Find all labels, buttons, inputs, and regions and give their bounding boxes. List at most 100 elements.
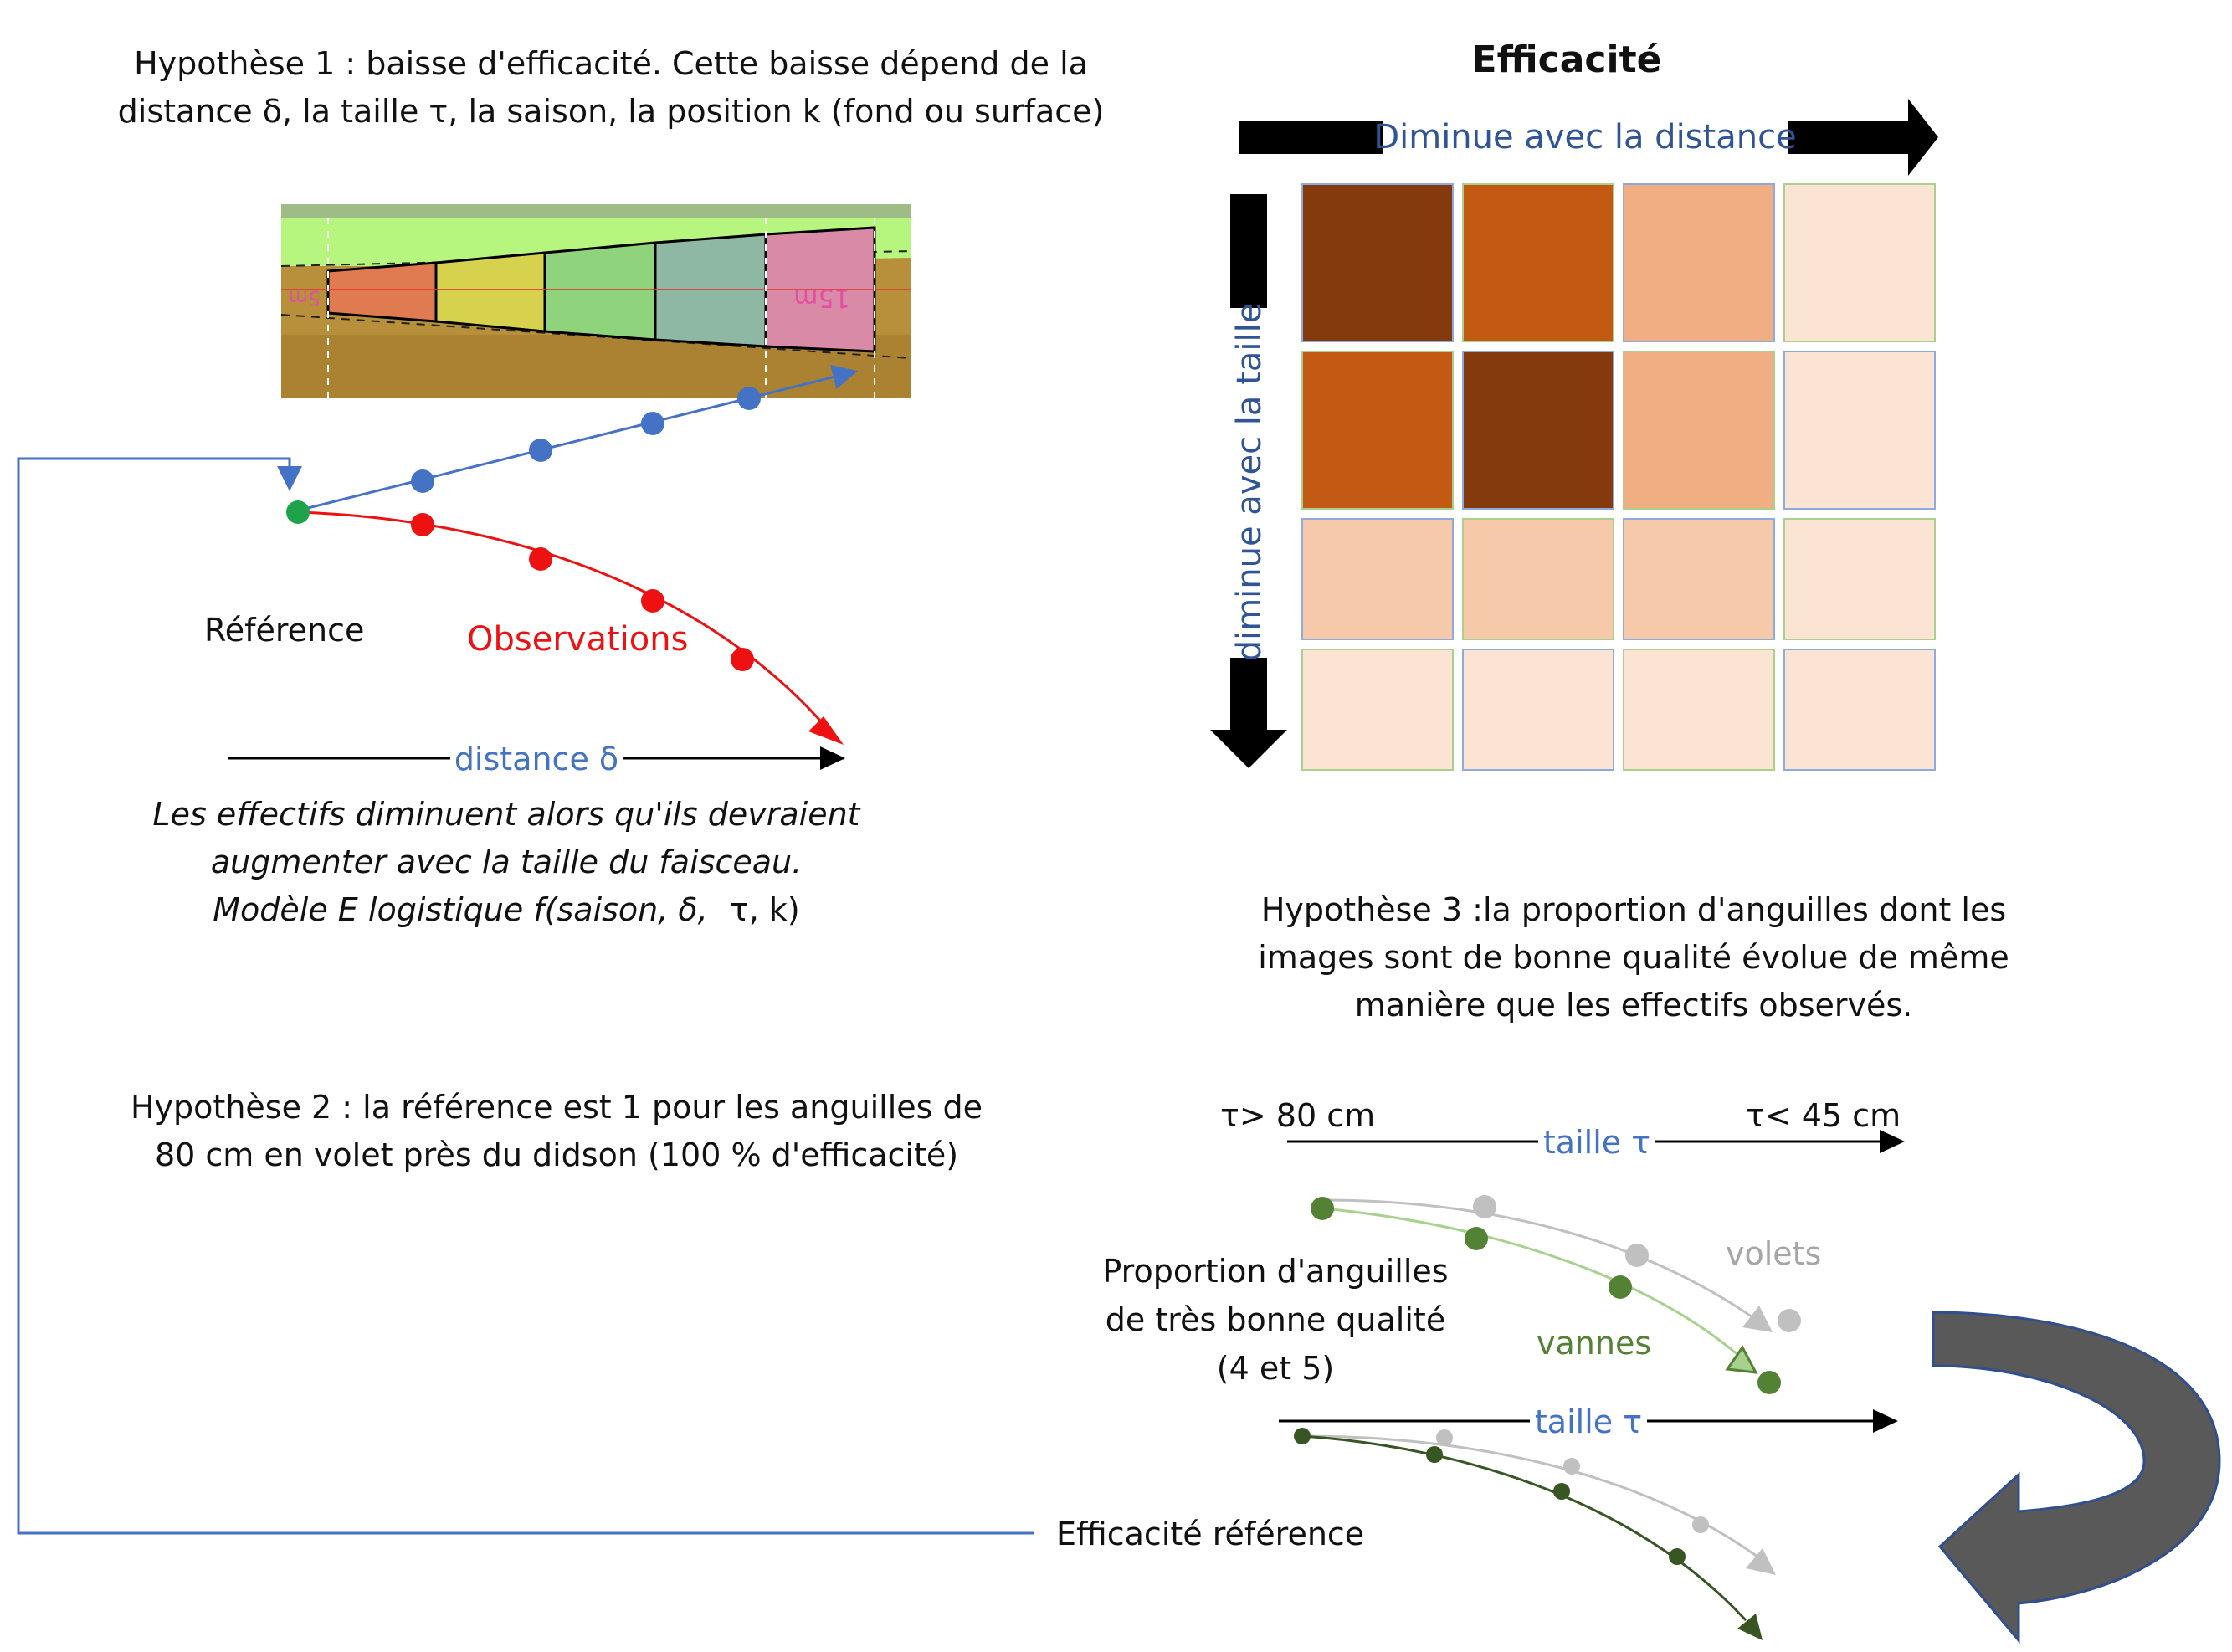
size-arrow: diminue avec la taille xyxy=(1210,194,1287,768)
reference-green-point xyxy=(1669,1548,1686,1565)
vannes-point xyxy=(1757,1371,1781,1394)
reference-green-point xyxy=(1426,1446,1443,1463)
expected-line xyxy=(297,364,858,512)
matrix-cell-r2-c2 xyxy=(1462,351,1614,510)
observation-point xyxy=(529,547,552,571)
beam-segment-2 xyxy=(434,251,546,333)
matrix-cell-r1-c2 xyxy=(1462,183,1614,342)
beam-segment-1 xyxy=(326,261,438,323)
sonar-label-5m: 5m xyxy=(289,286,321,310)
size-axis-top-arrowhead xyxy=(1880,1130,1905,1153)
distance-arrow: Diminue avec la distance xyxy=(1239,99,1938,176)
matrix-title: Efficacité xyxy=(1472,38,1662,81)
reference-green-point xyxy=(1553,1483,1570,1500)
expected-point xyxy=(641,412,664,435)
matrix-cell-r3-c1 xyxy=(1301,518,1454,640)
reference-grey-point xyxy=(1692,1516,1709,1533)
efficiency-matrix xyxy=(1301,183,1936,771)
volets-point xyxy=(1473,1195,1496,1218)
distance-axis-label: distance δ xyxy=(454,741,618,777)
sonar-image: 5m 15m xyxy=(280,204,911,398)
observations-curve xyxy=(297,510,829,729)
vannes-series xyxy=(1311,1197,1781,1394)
matrix-cell-r2-c3 xyxy=(1623,351,1775,510)
distance-arrow-head xyxy=(1908,99,1938,176)
hypothesis-1-line-2: distance δ, la taille τ, la saison, la p… xyxy=(118,93,1105,130)
reference-grey-point xyxy=(1436,1429,1453,1446)
caption-line-3-rest: τ, k) xyxy=(730,891,800,928)
reference-point xyxy=(286,500,310,524)
observation-point xyxy=(411,513,434,536)
sonar-top-band xyxy=(281,204,911,218)
hypothesis-3-line-2: images sont de bonne qualité évolue de m… xyxy=(1258,939,2009,976)
size-axis-top-label: taille τ xyxy=(1543,1124,1650,1161)
matrix-cell-r2-c1 xyxy=(1301,351,1454,510)
efficacite-reference-label: Efficacité référence xyxy=(1056,1516,1364,1552)
caption-line-1: Les effectifs diminuent alors qu'ils dev… xyxy=(152,796,861,833)
hypothesis-1-line-1: Hypothèse 1 : baisse d'efficacité. Cette… xyxy=(134,45,1088,82)
reference-feedback-line xyxy=(17,457,1034,1535)
size-small-label: τ< 45 cm xyxy=(1746,1097,1901,1134)
hypothesis-2-line-1: Hypothèse 2 : la référence est 1 pour le… xyxy=(131,1089,983,1126)
caption-line-3: Modèle E logistique f(saison, δ, τ, k) xyxy=(213,891,799,928)
sonar-label-15m: 15m xyxy=(793,283,849,312)
distance-arrow-label-bg xyxy=(1383,115,1788,159)
size-axis-bottom-label-bg xyxy=(1530,1403,1647,1439)
vannes-point xyxy=(1609,1275,1632,1299)
proportion-label-line-3: (4 et 5) xyxy=(1217,1350,1334,1387)
reference-grey-curve xyxy=(1301,1434,1758,1558)
observations-label: Observations xyxy=(467,620,688,659)
observations-series xyxy=(297,510,844,745)
matrix-cell-r1-c1 xyxy=(1301,183,1454,342)
hypothesis-2-line-2: 80 cm en volet près du didson (100 % d'e… xyxy=(155,1136,958,1173)
volets-point xyxy=(1778,1309,1801,1332)
caption-line-2: augmenter avec la taille du faisceau. xyxy=(211,844,802,880)
volets-arrowhead xyxy=(1742,1306,1773,1332)
volets-point xyxy=(1625,1244,1649,1267)
matrix-cell-r3-c2 xyxy=(1462,518,1614,640)
matrix-cell-r4-c3 xyxy=(1623,649,1775,771)
size-large-label: τ> 80 cm xyxy=(1220,1097,1375,1134)
matrix-cell-r4-c2 xyxy=(1462,649,1614,771)
size-axis-bottom-label: taille τ xyxy=(1535,1403,1642,1440)
volets-series xyxy=(1321,1195,1801,1332)
hypothesis-3-line-3: manière que les effectifs observés. xyxy=(1355,987,1913,1024)
matrix-cell-r1-c4 xyxy=(1783,183,1936,342)
beam-segment-3 xyxy=(543,241,657,341)
distance-axis-arrowhead xyxy=(820,746,845,770)
vannes-curve xyxy=(1321,1207,1740,1357)
matrix-cell-r4-c1 xyxy=(1301,649,1454,771)
reference-label: Référence xyxy=(204,612,364,649)
proportion-label-line-1: Proportion d'anguilles xyxy=(1102,1253,1448,1290)
matrix-cell-r2-c4 xyxy=(1783,351,1936,510)
volets-curve xyxy=(1321,1198,1758,1322)
observations-arrowhead xyxy=(808,716,844,745)
matrix-cell-r3-c4 xyxy=(1783,518,1936,640)
expected-point xyxy=(737,387,761,410)
volets-label: volets xyxy=(1726,1235,1821,1272)
reference-grey-arrowhead xyxy=(1746,1548,1776,1575)
matrix-cell-r3-c3 xyxy=(1623,518,1775,640)
observation-point xyxy=(641,589,664,613)
proportion-label-line-2: de très bonne qualité xyxy=(1106,1301,1445,1338)
reference-green-point xyxy=(1294,1428,1311,1444)
size-axis-top-label-bg xyxy=(1538,1123,1655,1160)
size-axis-bottom-arrowhead xyxy=(1873,1409,1898,1433)
caption-line-3-italic: Modèle E logistique f(saison, δ, xyxy=(213,891,708,928)
reference-green-curve xyxy=(1301,1434,1747,1622)
hypothesis-3-line-1: Hypothèse 3 :la proportion d'anguilles d… xyxy=(1261,891,2006,928)
curved-return-arrow xyxy=(1932,1311,2221,1644)
vannes-point xyxy=(1311,1197,1334,1220)
observation-point xyxy=(731,648,754,671)
vannes-arrowhead xyxy=(1725,1345,1758,1374)
reference-green-series xyxy=(1294,1428,1763,1640)
size-arrow-label: diminue avec la taille xyxy=(1230,303,1269,662)
distance-arrow-label: Diminue avec la distance xyxy=(1373,118,1796,156)
expected-point xyxy=(411,469,434,493)
reference-grey-point xyxy=(1563,1458,1580,1475)
matrix-cell-r4-c4 xyxy=(1783,649,1936,771)
vannes-label: vannes xyxy=(1537,1325,1651,1362)
reference-green-arrowhead xyxy=(1737,1614,1763,1640)
reference-grey-series xyxy=(1301,1429,1776,1575)
